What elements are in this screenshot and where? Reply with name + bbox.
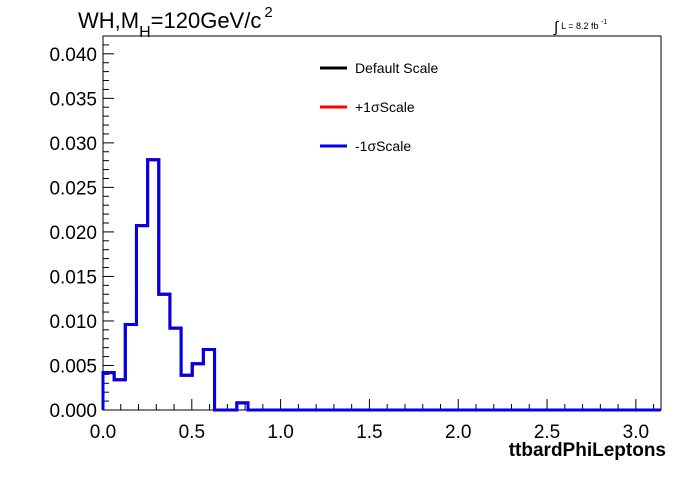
- plot-frame: [102, 35, 662, 411]
- x-tick-label: 0.5: [179, 422, 205, 443]
- y-tick-label: 0.020: [49, 223, 97, 244]
- legend-label--1-scale: -1σScale: [355, 138, 411, 154]
- y-tick-label: 0.010: [49, 312, 97, 333]
- luminosity-text: L = 8.2 fb: [561, 21, 599, 31]
- series-layer: [101, 158, 661, 412]
- integral-sign: ∫: [554, 19, 559, 36]
- title-main: WH,M: [78, 8, 140, 33]
- title-subscript: H: [139, 24, 151, 41]
- title-rest: =120GeV/c: [150, 8, 262, 33]
- series-line--1-scale: [101, 158, 661, 412]
- legend: Default Scale +1σScale -1σScale: [320, 60, 438, 154]
- title-superscript: 2: [264, 4, 273, 21]
- luminosity-superscript: -1: [601, 19, 608, 26]
- y-axis: 0.000 0.005 0.010 0.015 0.020 0.025 0.030 0.035…: [49, 35, 114, 422]
- legend-label--1-scale: +1σScale: [355, 99, 415, 115]
- x-axis-label: ttbardPhiLeptons: [508, 440, 666, 461]
- y-tick-label: 0.030: [49, 134, 97, 155]
- y-tick-label: 0.015: [49, 267, 97, 288]
- x-tick-label: 3.0: [623, 422, 649, 443]
- x-tick-label: 1.0: [267, 422, 293, 443]
- legend-label-default-scale: Default Scale: [355, 60, 438, 76]
- x-tick-label: 2.5: [534, 422, 560, 443]
- y-tick-label: 0.035: [49, 89, 97, 110]
- x-axis: 0.0 0.5 1.0 1.5 2.0 2.5 3.0: [90, 399, 655, 443]
- y-tick-label: 0.005: [49, 356, 97, 377]
- y-tick-label: 0.000: [49, 401, 97, 422]
- y-tick-label: 0.040: [49, 45, 97, 66]
- series-line-default-scale: [101, 158, 661, 412]
- y-tick-label: 0.025: [49, 178, 97, 199]
- luminosity-label: ∫ L = 8.2 fb -1: [554, 16, 608, 36]
- series-line--1-scale: [101, 158, 661, 412]
- x-tick-label: 0.0: [90, 422, 116, 443]
- chart-title: WH,MH=120GeV/c 2: [78, 4, 273, 41]
- x-tick-label: 1.5: [356, 422, 382, 443]
- x-tick-label: 2.0: [445, 422, 471, 443]
